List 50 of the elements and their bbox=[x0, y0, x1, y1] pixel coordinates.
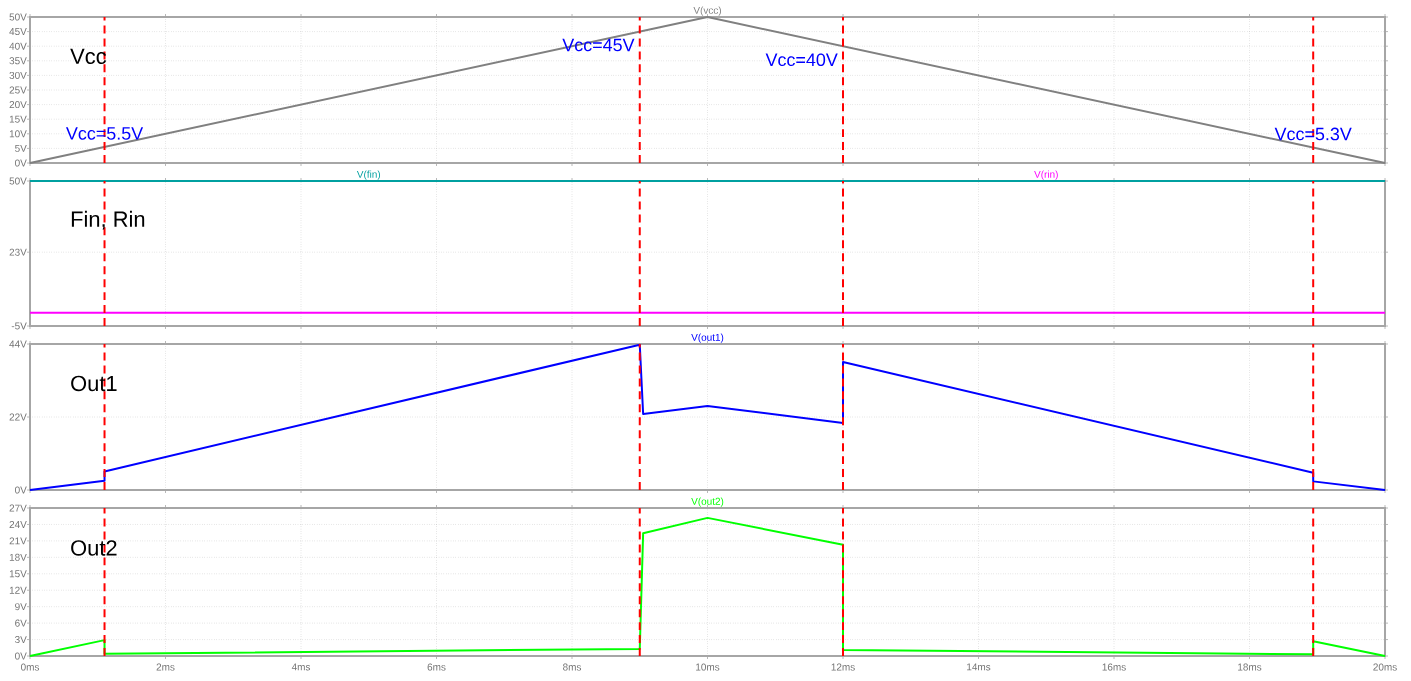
y-tick-label: 30V bbox=[9, 71, 27, 79]
x-tick-label: 12ms bbox=[831, 663, 855, 671]
y-tick-label: 0V bbox=[15, 652, 27, 660]
x-tick-label: 2ms bbox=[156, 663, 175, 671]
x-tick-label: 20ms bbox=[1373, 663, 1397, 671]
y-tick-label: 35V bbox=[9, 57, 27, 65]
y-tick-label: 21V bbox=[9, 537, 27, 545]
x-tick-label: 18ms bbox=[1238, 663, 1262, 671]
y-tick-label: 20V bbox=[9, 101, 27, 109]
text: Out1 bbox=[71, 375, 117, 392]
series-label: V(out2) bbox=[691, 497, 724, 507]
y-tick-label: 40V bbox=[9, 42, 27, 50]
y-tick-label: 50V bbox=[9, 13, 27, 21]
text: Out2 bbox=[71, 540, 117, 556]
y-tick-label: -5V bbox=[11, 322, 27, 330]
y-tick-label: 6V bbox=[15, 619, 27, 627]
y-tick-label: 45V bbox=[9, 28, 27, 36]
text: Fin, Rin bbox=[71, 210, 145, 230]
y-tick-label: 15V bbox=[9, 570, 27, 578]
y-tick-label: 0V bbox=[15, 159, 27, 167]
y-tick-label: 22V bbox=[9, 413, 27, 421]
x-tick-label: 4ms bbox=[291, 663, 311, 671]
y-tick-label: 3V bbox=[15, 636, 27, 644]
y-tick-label: 25V bbox=[9, 86, 27, 94]
x-tick-label: 0ms bbox=[20, 663, 40, 671]
y-tick-label: 24V bbox=[9, 520, 27, 528]
y-tick-label: 12V bbox=[9, 586, 27, 594]
y-tick-label: 27V bbox=[9, 504, 27, 512]
series-label: V(fin) bbox=[356, 170, 381, 180]
x-tick-label: 10ms bbox=[696, 663, 720, 671]
y-tick-label: 15V bbox=[9, 115, 27, 123]
series-label: V(vcc) bbox=[693, 6, 721, 16]
x-tick-label: 16ms bbox=[1102, 663, 1126, 671]
annotation: Vcc=45V bbox=[562, 38, 635, 52]
y-tick-label: 50V bbox=[9, 177, 27, 185]
text: Vcc bbox=[70, 48, 107, 65]
y-tick-label: 18V bbox=[9, 553, 27, 561]
annotation: Vcc=5.3V bbox=[1274, 127, 1352, 141]
text: V(rin) bbox=[1034, 170, 1058, 180]
y-tick-label: 23V bbox=[9, 248, 27, 256]
y-tick-label: 10V bbox=[9, 130, 27, 138]
y-tick-label: 9V bbox=[15, 603, 27, 611]
x-tick-label: 6ms bbox=[427, 663, 446, 671]
x-tick-label: 14ms bbox=[967, 663, 991, 671]
y-tick-label: 5V bbox=[15, 144, 27, 152]
annotation: Vcc=40V bbox=[765, 53, 838, 67]
y-tick-label: 44V bbox=[9, 340, 27, 348]
y-tick-label: 0V bbox=[15, 486, 27, 494]
x-tick-label: 8ms bbox=[563, 663, 582, 671]
text: V(out1) bbox=[691, 333, 724, 343]
